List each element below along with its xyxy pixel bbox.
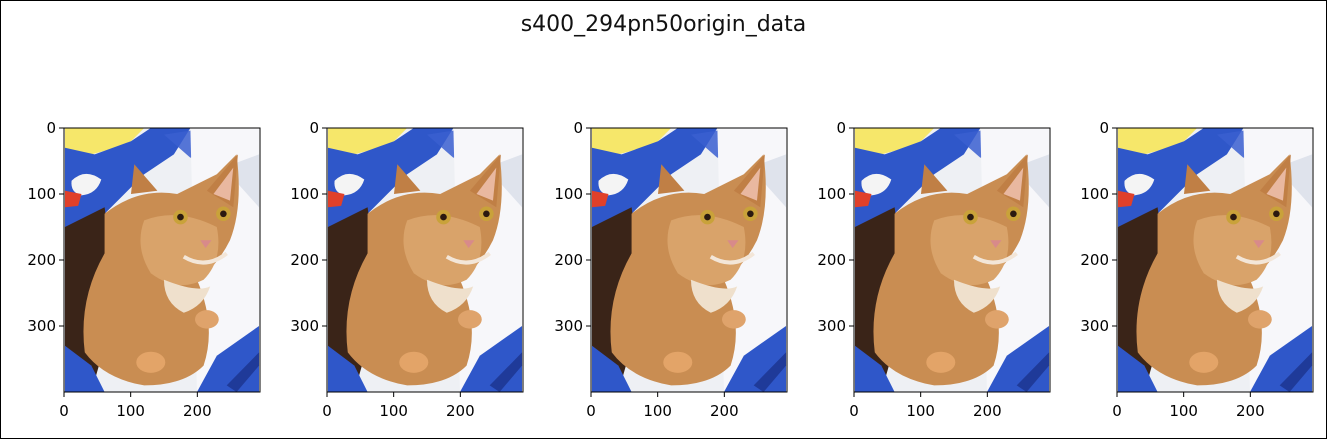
y-tick-label: 200 (290, 251, 319, 269)
x-tick-label: 0 (59, 402, 69, 420)
y-tick-label: 0 (573, 119, 583, 137)
y-tick-label: 300 (817, 317, 846, 335)
y-tick-label: 0 (836, 119, 846, 137)
y-tick-label: 100 (554, 185, 583, 203)
panel-1: 0 100 200 300 0 100 200 (27, 119, 261, 420)
y-tick-label: 100 (27, 185, 56, 203)
x-tick-label: 200 (446, 402, 475, 420)
y-tick-label: 300 (290, 317, 319, 335)
y-tick-label: 0 (309, 119, 319, 137)
x-tick-label: 100 (906, 402, 935, 420)
figure-title: s400_294pn50origin_data (520, 12, 807, 37)
panels-group: 0 100 200 300 0 100 200 0 100 200 300 0 100 200 0 100 20… (27, 119, 1314, 420)
x-tick-label: 0 (1112, 402, 1122, 420)
x-tick-label: 200 (973, 402, 1002, 420)
panel-3: 0 100 200 300 0 100 200 (554, 119, 788, 420)
x-tick-label: 0 (586, 402, 596, 420)
cat-image (854, 128, 1050, 392)
y-tick-label: 300 (554, 317, 583, 335)
y-tick-label: 200 (1080, 251, 1109, 269)
y-tick-label: 200 (27, 251, 56, 269)
y-tick-label: 0 (1099, 119, 1109, 137)
cat-image (327, 128, 523, 392)
x-tick-label: 100 (643, 402, 672, 420)
panel-2: 0 100 200 300 0 100 200 (290, 119, 524, 420)
y-tick-label: 300 (1080, 317, 1109, 335)
cat-image (591, 128, 787, 392)
y-tick-label: 100 (290, 185, 319, 203)
y-tick-label: 200 (817, 251, 846, 269)
x-tick-label: 100 (116, 402, 145, 420)
cat-image (1117, 128, 1313, 392)
x-tick-label: 200 (1236, 402, 1265, 420)
y-tick-label: 0 (46, 119, 56, 137)
panel-4: 0 100 200 300 0 100 200 (817, 119, 1051, 420)
y-tick-label: 300 (27, 317, 56, 335)
x-tick-label: 200 (710, 402, 739, 420)
cat-image (64, 128, 260, 392)
x-tick-label: 0 (849, 402, 859, 420)
panel-5: 0 100 200 300 0 100 200 (1080, 119, 1314, 420)
y-tick-label: 100 (817, 185, 846, 203)
x-tick-label: 200 (183, 402, 212, 420)
y-tick-label: 100 (1080, 185, 1109, 203)
x-tick-label: 0 (322, 402, 332, 420)
x-tick-label: 100 (1169, 402, 1198, 420)
y-tick-label: 200 (554, 251, 583, 269)
x-tick-label: 100 (379, 402, 408, 420)
